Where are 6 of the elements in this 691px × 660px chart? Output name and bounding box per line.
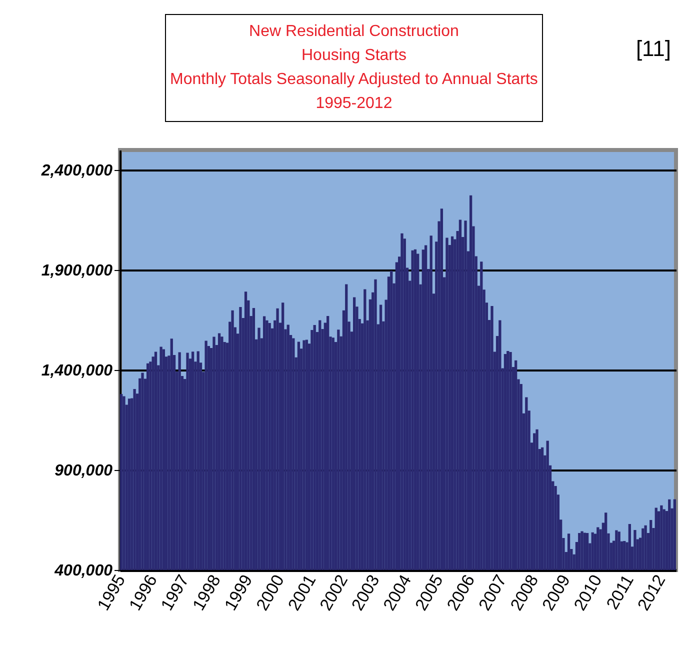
y-tick-label: 1,900,000 — [41, 262, 113, 280]
text: [11] — [636, 36, 671, 62]
chart-title: New Residential Construction Housing Starts Monthly Totals Seasonally Adjusted to Annual Starts 1995-2012 — [170, 22, 538, 114]
y-tick-label: 900,000 — [54, 462, 113, 480]
y-tick-label: 1,400,000 — [41, 362, 113, 380]
y-tick-label: 2,400,000 — [40, 162, 113, 180]
